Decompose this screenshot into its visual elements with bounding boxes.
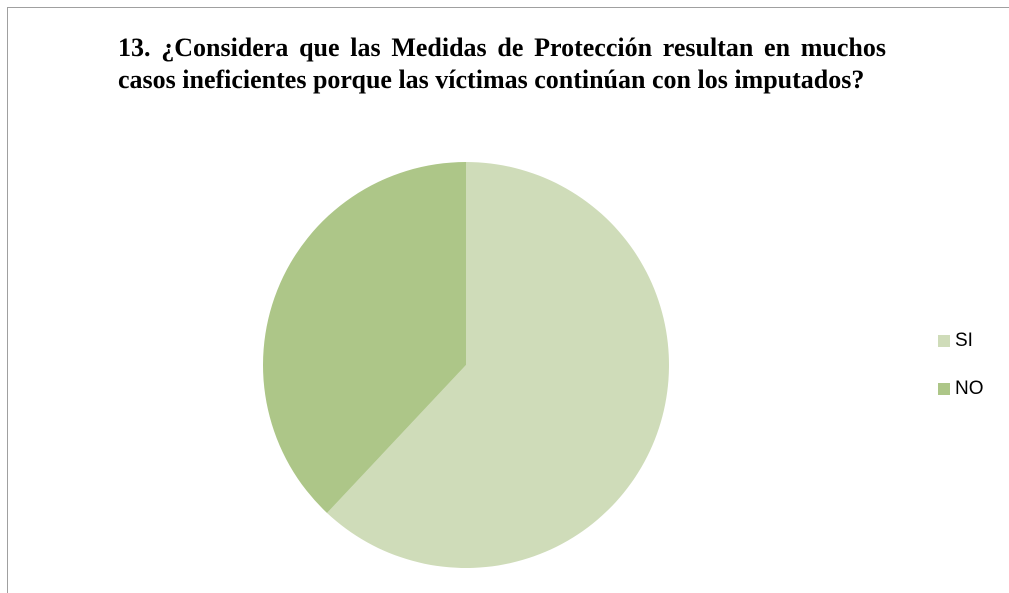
pie-slice <box>327 162 669 568</box>
legend-swatch <box>938 335 950 347</box>
chart-title: 13. ¿Considera que las Medidas de Protec… <box>118 33 886 94</box>
pie-slice <box>262 162 466 513</box>
legend-label: SI <box>955 330 973 351</box>
legend-swatch <box>938 383 950 395</box>
legend-label: NO <box>955 378 984 399</box>
chart-frame <box>7 7 1009 593</box>
